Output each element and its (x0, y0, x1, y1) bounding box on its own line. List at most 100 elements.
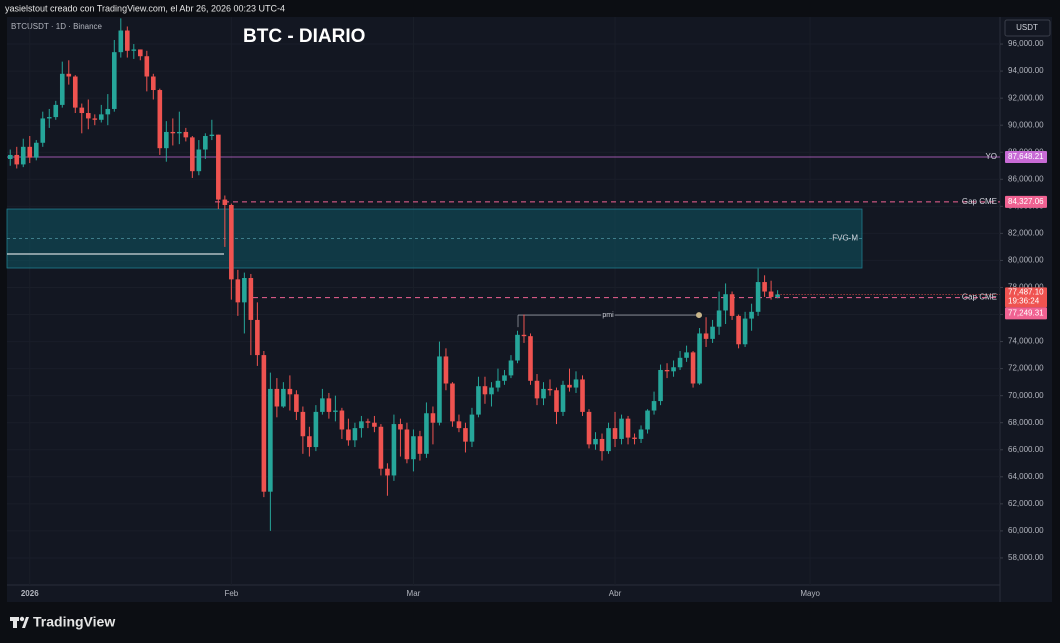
candle-body (684, 352, 689, 358)
candle-body (528, 336, 533, 381)
candle-body (14, 154, 20, 165)
candle-body (190, 137, 195, 172)
y-tick-label: 80,000.00 (1008, 256, 1044, 265)
candle-body (606, 428, 611, 452)
candle-body (222, 199, 228, 205)
candle-body (736, 315, 741, 345)
candle-body (72, 76, 78, 108)
level-name: Gap CME (962, 197, 997, 206)
y-tick-label: 96,000.00 (1008, 39, 1044, 48)
candle-body (7, 154, 13, 159)
candle-body (27, 146, 33, 158)
y-tick-label: 62,000.00 (1008, 499, 1044, 508)
candle-body (131, 49, 137, 51)
candle-body (638, 429, 644, 439)
fvg-label: FVG-M (832, 234, 858, 243)
candle-body (612, 428, 618, 439)
y-tick-label: 64,000.00 (1008, 472, 1044, 481)
candle-body (59, 73, 65, 105)
chart-title: BTC - DIARIO (243, 26, 365, 47)
candle-body (671, 367, 676, 372)
candle-body (385, 468, 390, 476)
candle-body (33, 142, 39, 158)
candle-body (658, 369, 663, 402)
time-axis (7, 585, 1000, 602)
candle-body (209, 134, 215, 137)
attribution: yasielstout creado con TradingView.com, … (5, 3, 285, 13)
y-tick-label: 60,000.00 (1008, 526, 1044, 535)
footer (0, 602, 1060, 643)
candle-body (313, 411, 319, 448)
candle-body (463, 428, 468, 442)
candle-body (710, 326, 715, 339)
candles (7, 18, 780, 531)
candle-body (450, 383, 455, 422)
candle-body (346, 429, 351, 441)
candle-body (554, 390, 559, 412)
candle-body (118, 30, 124, 53)
y-tick-label: 66,000.00 (1008, 445, 1044, 454)
x-tick-label: Mar (407, 589, 421, 598)
candle-body (697, 333, 702, 384)
candle-body (417, 436, 423, 454)
candle-body (151, 76, 156, 91)
candle-body (476, 386, 481, 415)
candle-body (20, 146, 26, 165)
candle-body (437, 356, 442, 423)
candle-body (580, 379, 585, 412)
candle-body (645, 410, 650, 430)
candle-body (547, 388, 553, 391)
candle-body (333, 410, 338, 412)
candle-body (105, 108, 111, 115)
candle-body (326, 398, 332, 412)
candle-body (398, 424, 403, 430)
candle-body (651, 401, 657, 411)
candle-body (98, 114, 104, 120)
candle-body (521, 334, 527, 337)
candle-body (541, 388, 546, 399)
candle-body (300, 411, 306, 437)
y-tick-label: 70,000.00 (1008, 391, 1044, 400)
candle-body (307, 436, 312, 448)
candle-body (248, 278, 254, 320)
candle-body (404, 429, 410, 460)
candle-body (46, 117, 52, 119)
candle-body (92, 118, 98, 120)
candle-body (742, 318, 748, 345)
candle-body (242, 278, 247, 303)
y-tick-label: 90,000.00 (1008, 120, 1044, 129)
candle-body (716, 310, 722, 327)
candle-body (164, 131, 169, 149)
candle-body (469, 414, 475, 442)
y-tick-label: 74,000.00 (1008, 337, 1044, 346)
y-tick-label: 94,000.00 (1008, 66, 1044, 75)
candle-body (573, 379, 579, 388)
logo-text: TradingView (33, 614, 115, 630)
candle-body (157, 90, 163, 149)
candle-body (170, 131, 176, 134)
candle-body (768, 291, 774, 297)
candle-body (177, 131, 182, 134)
pmi-dot (696, 312, 702, 319)
x-tick-label: Mayo (800, 589, 820, 598)
x-tick-label: Abr (609, 589, 622, 598)
currency-box (1004, 19, 1051, 37)
candle-body (749, 311, 754, 319)
candle-body (560, 384, 566, 412)
candle-body (443, 356, 449, 384)
candle-body (125, 30, 130, 51)
candle-body (534, 380, 540, 399)
candle-body (85, 113, 91, 119)
candle-body (255, 319, 260, 356)
candle-body (482, 386, 488, 395)
candle-body (196, 149, 202, 172)
level-value: 84,327.06 (1008, 197, 1044, 206)
candle-body (508, 360, 514, 376)
candle-body (762, 282, 767, 292)
candle-body (619, 418, 624, 439)
y-tick-label: 72,000.00 (1008, 364, 1044, 373)
candle-body (53, 104, 59, 118)
y-tick-label: 82,000.00 (1008, 228, 1044, 237)
candle-body (515, 334, 520, 361)
